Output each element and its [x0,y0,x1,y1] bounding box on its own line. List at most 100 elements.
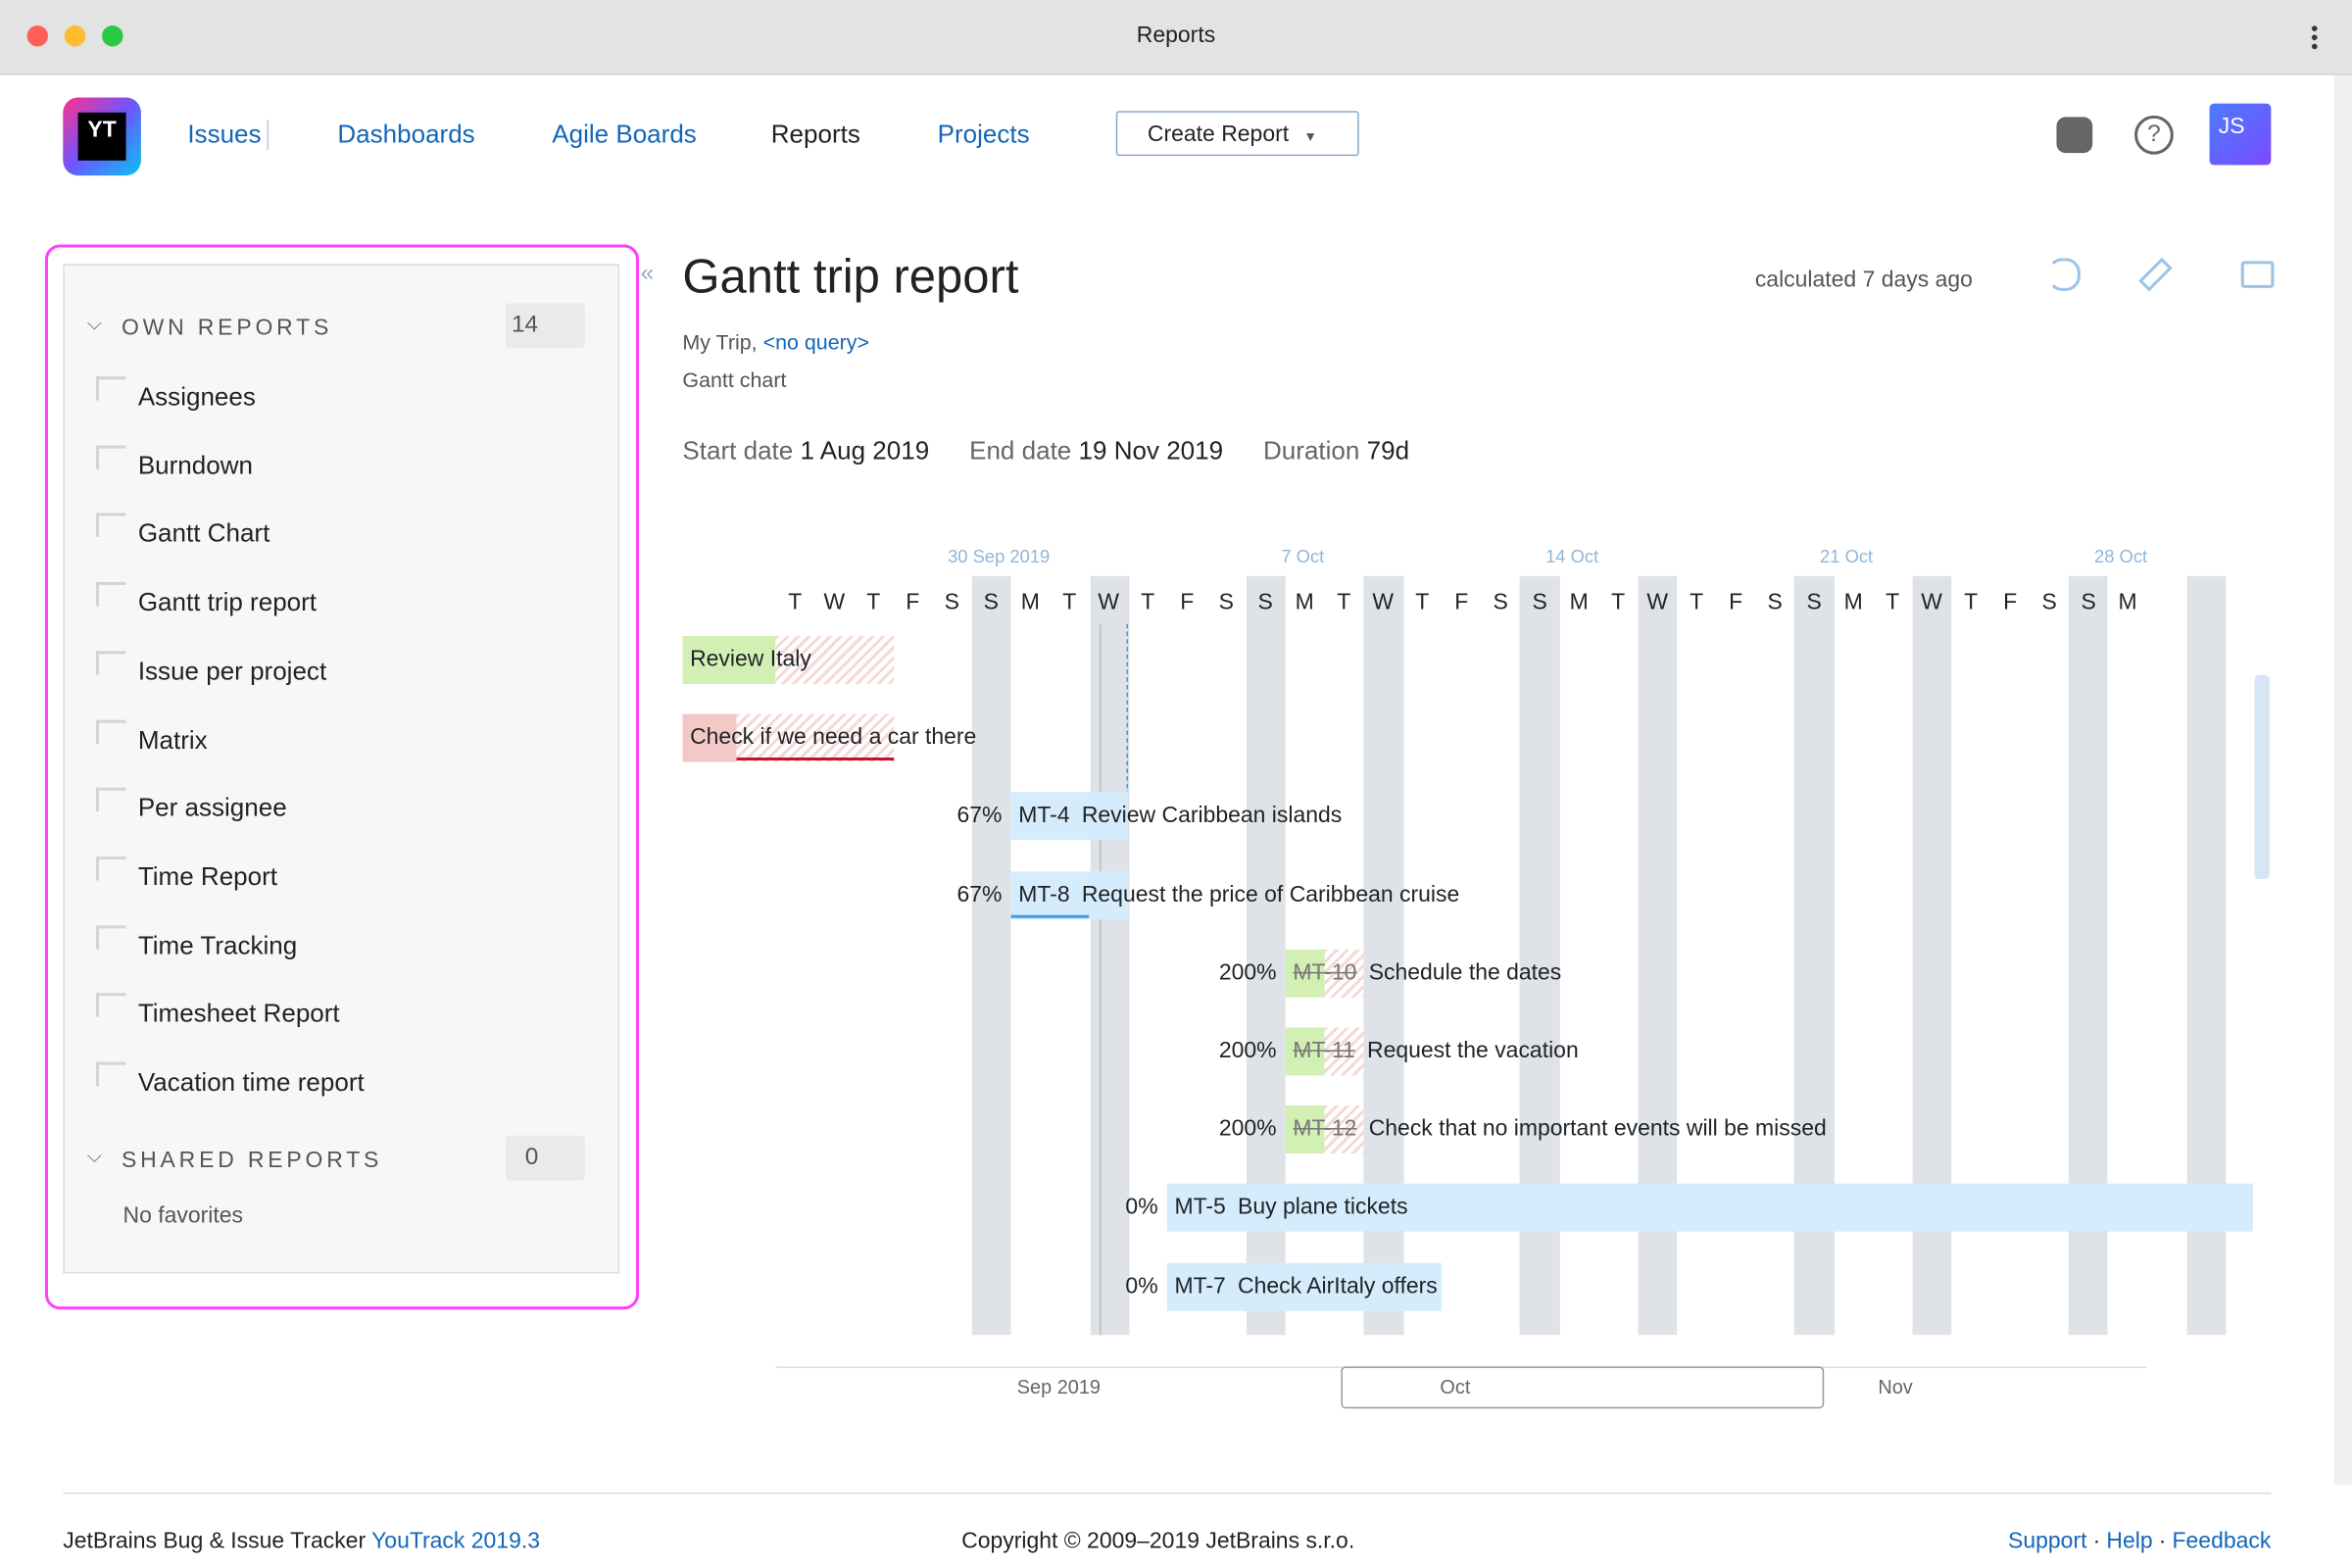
timeline-label: Nov [1878,1375,1913,1398]
task-id[interactable]: MT-7 [1174,1272,1226,1298]
day-label: S [2081,589,2096,615]
task-label[interactable]: Check if we need a car there [690,725,976,751]
task-label[interactable]: MT-12 Check that no important events will… [1293,1116,1826,1142]
section-count[interactable]: 0 [505,1135,585,1181]
page-scrollbar[interactable] [2333,74,2352,1486]
section-count[interactable]: 14 [505,303,585,349]
report-item[interactable]: Burndown [137,451,254,480]
task-id[interactable]: MT-5 [1174,1194,1226,1220]
report-icon [95,993,126,1018]
report-item[interactable]: Time Report [137,861,278,892]
task-bar[interactable] [1285,1105,1325,1154]
version-link[interactable]: YouTrack 2019.3 [371,1528,540,1554]
task-label[interactable]: MT-10 Schedule the dates [1293,959,1561,985]
report-item[interactable]: Time Tracking [137,930,298,959]
day-label: T [788,589,803,615]
task-bar[interactable] [682,713,737,762]
task-bar[interactable] [1285,949,1325,998]
week-label: 14 Oct [1545,546,1599,567]
settings-icon[interactable] [2056,117,2093,154]
nav-item[interactable]: Agile Boards [552,120,697,149]
task-bar[interactable] [1166,1262,1442,1311]
start-label: Start date [682,436,794,466]
scrollbar[interactable] [2254,674,2270,879]
task-percent: 200% [1218,1116,1277,1143]
task-label[interactable]: MT-5 Buy plane tickets [1174,1195,1407,1220]
sidebar-highlight [44,244,640,1310]
close-button[interactable] [26,25,48,47]
day-label: T [1337,589,1351,615]
section-toggle[interactable]: ⌵ [86,312,102,335]
task-id[interactable]: MT-10 [1293,959,1357,986]
duration-label: Duration [1263,436,1360,466]
report-icon [95,924,126,950]
report-item[interactable]: Vacation time report [137,1067,365,1097]
menu-dots[interactable] [2311,24,2318,52]
report-item[interactable]: Timesheet Report [137,999,340,1028]
task-bar-overdue[interactable] [1324,1027,1364,1076]
task-label[interactable]: Review Italy [690,647,811,672]
week-label: 28 Oct [2093,546,2148,567]
report-dates: Start date 1 Aug 2019 End date 19 Nov 20… [682,436,1409,466]
refresh-icon[interactable] [2047,258,2081,291]
project: My Trip, [682,329,758,355]
edit-icon[interactable] [2138,257,2173,292]
day-label: T [1611,589,1626,615]
task-id[interactable]: MT-4 [1018,803,1070,829]
task-bar[interactable] [1010,792,1129,841]
issues-dropdown[interactable] [267,120,289,151]
collapse-sidebar[interactable]: « [640,261,655,287]
timeline-window[interactable] [1341,1366,1825,1409]
end-date: 19 Nov 2019 [1078,436,1224,466]
task-label[interactable]: MT-11 Request the vacation [1293,1038,1578,1063]
section-toggle[interactable]: ⌵ [86,1144,102,1167]
task-bar-overdue[interactable] [736,713,895,762]
task-bar[interactable] [1010,870,1129,919]
task-percent: 200% [1218,959,1277,986]
footer-link[interactable]: Feedback [2172,1528,2272,1554]
task-bar-overdue[interactable] [1324,1105,1364,1154]
nav-item[interactable]: Projects [937,120,1030,149]
task-label[interactable]: MT-7 Check AirItaly offers [1174,1273,1437,1298]
task-label[interactable]: MT-4 Review Caribbean islands [1018,803,1342,828]
query-link[interactable]: <no query> [762,329,870,355]
report-item[interactable]: Gantt Chart [137,519,270,549]
create-report-button[interactable]: Create Report ▼ [1115,111,1359,157]
task-id[interactable]: MT-11 [1293,1038,1355,1064]
report-item[interactable]: Gantt trip report [137,588,318,617]
nav-item[interactable]: Reports [770,120,860,149]
report-item[interactable]: Matrix [137,725,208,755]
section-title: SHARED REPORTS [121,1147,383,1173]
weekend-column [1090,575,1130,1336]
week-label: 7 Oct [1281,546,1325,567]
minimize-button[interactable] [64,25,86,47]
report-item[interactable]: Per assignee [137,793,287,823]
help-icon[interactable]: ? [2134,115,2174,155]
task-bar-overdue[interactable] [1324,949,1364,998]
task-id[interactable]: MT-12 [1293,1116,1357,1143]
task-id[interactable]: MT-8 [1018,881,1070,907]
avatar[interactable]: JS [2209,103,2272,166]
footer-rule [63,1492,2272,1494]
task-bar[interactable] [1285,1027,1325,1076]
footer-link[interactable]: Help [2106,1528,2153,1554]
task-label[interactable]: MT-8 Request the price of Caribbean cruis… [1018,881,1459,906]
report-item[interactable]: Issue per project [137,657,327,686]
sidebar [63,264,620,1274]
task-bar-overdue[interactable] [775,635,895,684]
task-bar[interactable] [1166,1184,2253,1233]
dependency-line [1099,623,1102,1336]
create-report-label: Create Report [1147,121,1290,147]
task-bar[interactable] [682,635,776,684]
zoom-button[interactable] [102,25,123,47]
footer-link[interactable]: Support [2008,1528,2087,1554]
print-icon[interactable] [2240,261,2275,288]
day-label: S [1767,589,1783,615]
no-favorites: No favorites [122,1202,244,1229]
report-icon [95,856,126,881]
report-item[interactable]: Assignees [137,382,256,412]
footer-links: Support · Help · Feedback [2008,1529,2271,1554]
day-label: F [906,589,920,615]
nav-item[interactable]: Dashboards [337,120,475,149]
nav-item[interactable]: Issues [187,120,262,149]
